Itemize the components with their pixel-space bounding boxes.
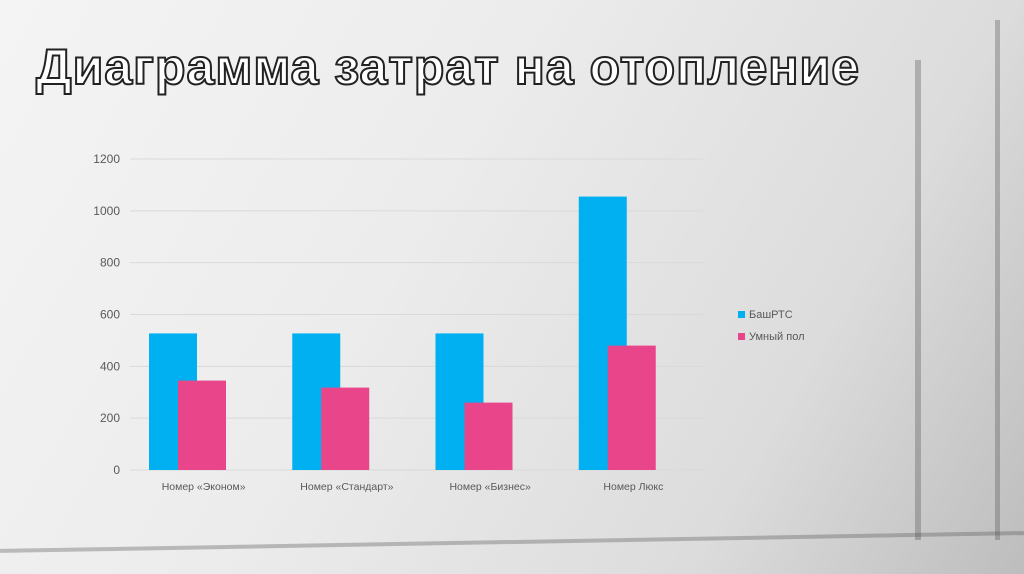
legend-swatch <box>738 333 745 340</box>
legend-label: Умный пол <box>749 331 805 343</box>
y-tick-label: 1000 <box>93 204 120 218</box>
y-tick-label: 800 <box>100 256 120 270</box>
legend-label: БашРТС <box>749 309 793 321</box>
bar-umny-pol <box>464 402 513 470</box>
x-category-label: Номер «Стандарт» <box>300 481 393 493</box>
y-tick-label: 600 <box>100 308 120 322</box>
window-frame-decoration <box>995 20 1000 540</box>
window-frame-decoration <box>915 60 921 540</box>
y-tick-label: 400 <box>100 359 120 373</box>
legend-swatch <box>738 311 745 318</box>
y-tick-label: 200 <box>100 411 120 425</box>
y-tick-label: 1200 <box>93 152 120 166</box>
slide-title: Диаграмма затрат на отопление <box>35 38 860 96</box>
bar-umny-pol <box>321 387 370 470</box>
x-category-label: Номер «Бизнес» <box>449 481 531 493</box>
x-category-label: Номер «Эконом» <box>162 481 246 493</box>
y-tick-label: 0 <box>113 463 120 477</box>
bar-umny-pol <box>178 380 226 470</box>
bar-umny-pol <box>607 345 656 470</box>
x-category-label: Номер Люкс <box>603 481 663 493</box>
